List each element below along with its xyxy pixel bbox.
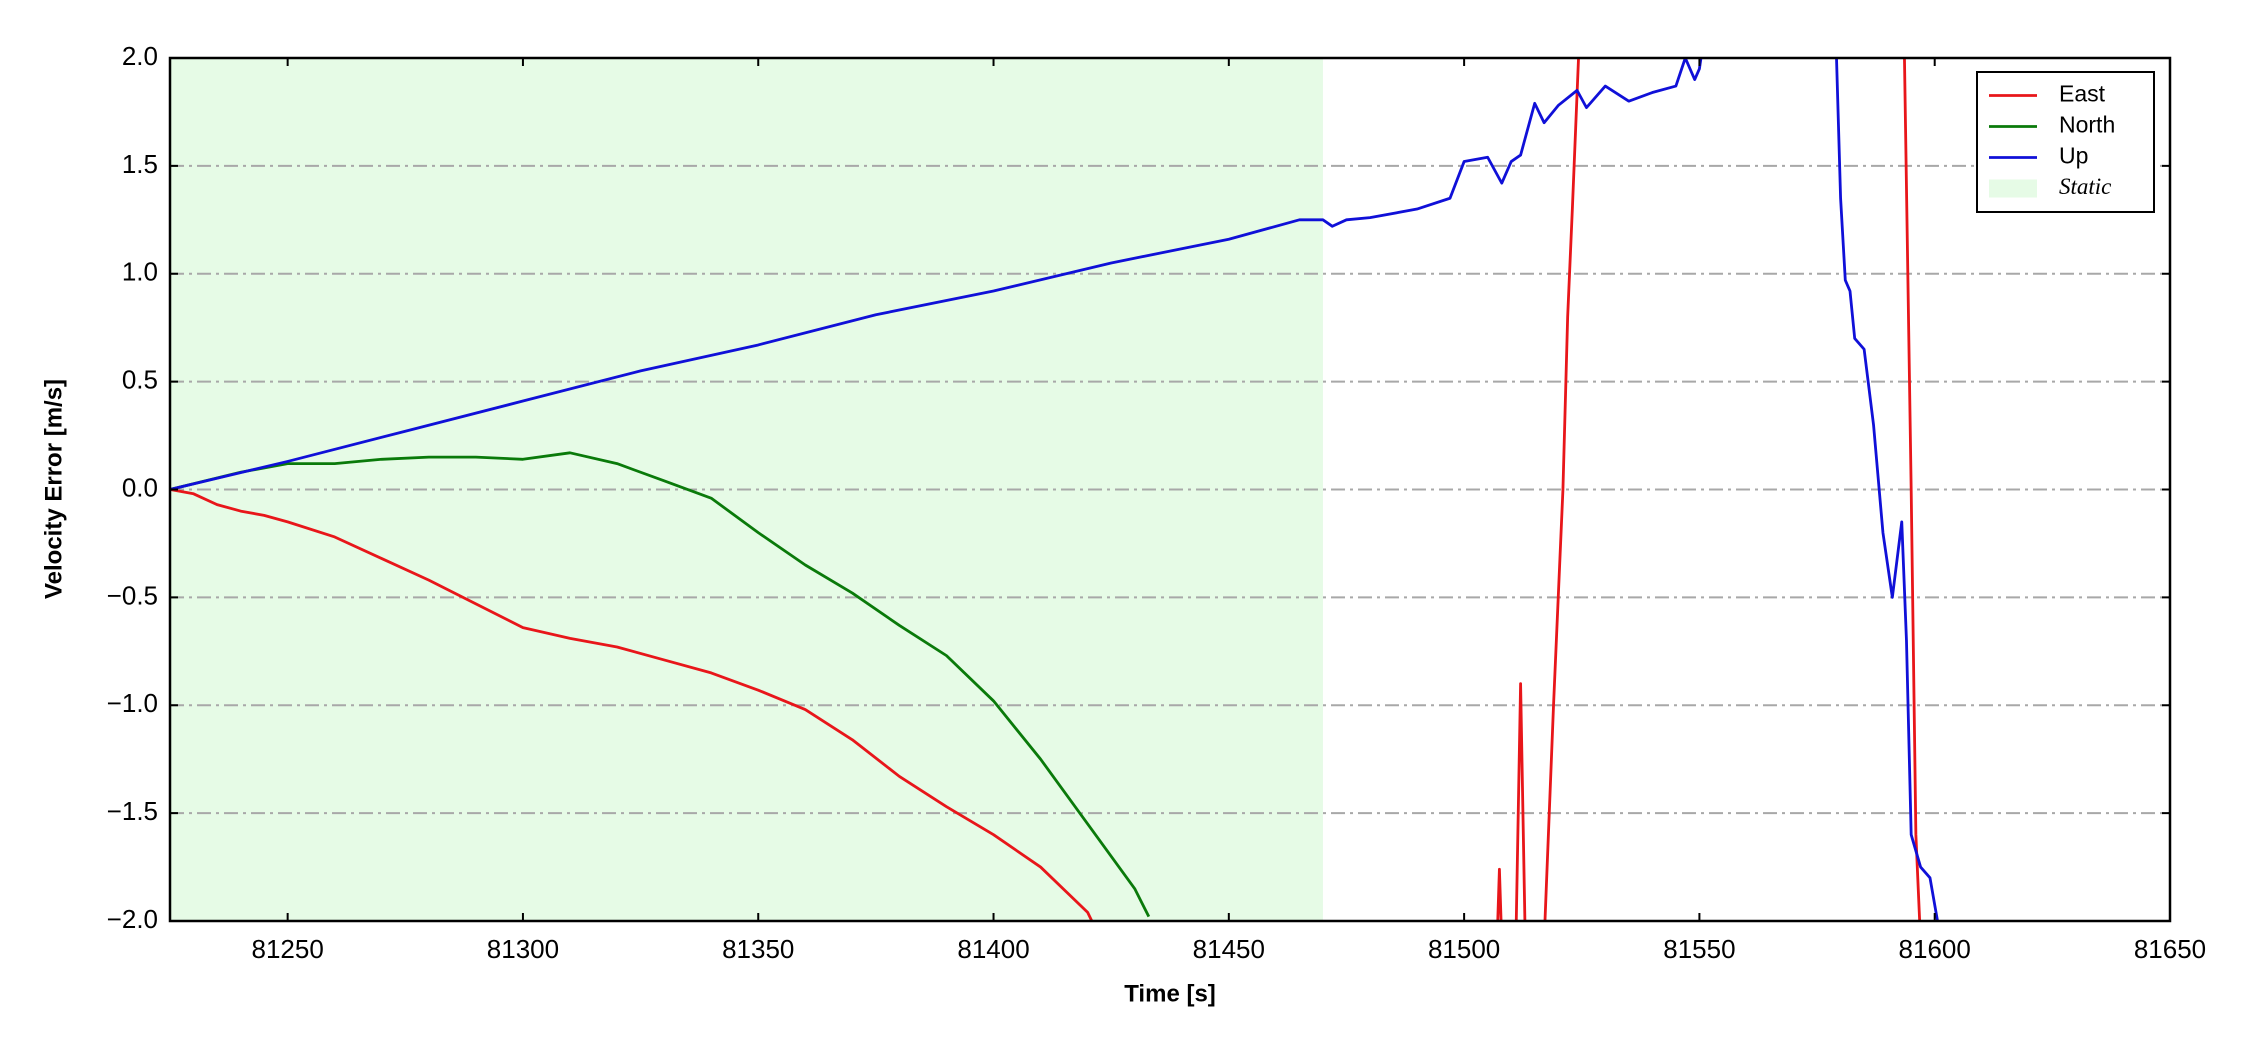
legend-label: Static bbox=[2059, 174, 2111, 199]
x-tick-label: 81400 bbox=[957, 934, 1029, 964]
x-tick-label: 81450 bbox=[1193, 934, 1265, 964]
x-tick-label: 81250 bbox=[251, 934, 323, 964]
y-tick-label: 0.5 bbox=[122, 365, 158, 395]
x-tick-label: 81500 bbox=[1428, 934, 1500, 964]
y-tick-label: 1.0 bbox=[122, 257, 158, 287]
legend-label: Up bbox=[2059, 143, 2088, 169]
y-tick-label: −1.0 bbox=[107, 688, 158, 718]
y-tick-label: 0.0 bbox=[122, 472, 158, 502]
legend-swatch bbox=[1989, 179, 2037, 198]
x-tick-label: 81600 bbox=[1899, 934, 1971, 964]
plot-frame bbox=[168, 56, 2172, 923]
x-tick-label: 81550 bbox=[1663, 934, 1735, 964]
x-axis-label: Time [s] bbox=[1124, 980, 1216, 1007]
legend-label: East bbox=[2059, 81, 2106, 107]
plot-area bbox=[170, 58, 2170, 921]
y-tick-label: 1.5 bbox=[122, 149, 158, 179]
series-line bbox=[170, 451, 1151, 918]
series-line bbox=[170, 58, 1922, 921]
y-tick-label: −0.5 bbox=[107, 580, 158, 610]
legend-label: North bbox=[2059, 112, 2115, 138]
y-tick-label: −1.5 bbox=[107, 796, 158, 826]
axes: −2.0 −1.5 −1.0 −0.5 0.0 0.5 1.0 1.5 2.0 81250 8130… bbox=[107, 41, 2206, 964]
x-tick-label: 81350 bbox=[722, 934, 794, 964]
x-tick-label: 81300 bbox=[487, 934, 559, 964]
y-axis-label: Velocity Error [m/s] bbox=[40, 379, 67, 599]
y-tick-label: −2.0 bbox=[107, 904, 158, 934]
y-tick-label: 2.0 bbox=[122, 41, 158, 71]
x-tick-label: 81650 bbox=[2134, 934, 2206, 964]
series-line bbox=[170, 58, 1939, 921]
